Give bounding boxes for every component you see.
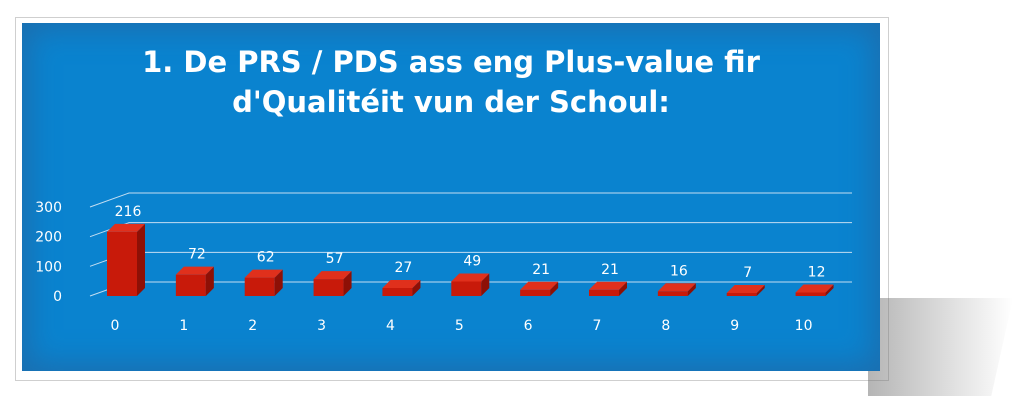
data-label: 7 xyxy=(743,265,752,281)
gridline xyxy=(89,192,852,208)
data-label: 216 xyxy=(115,204,142,220)
data-label: 62 xyxy=(257,250,275,266)
bar xyxy=(795,284,834,296)
gridline xyxy=(89,222,852,238)
bar xyxy=(657,283,696,296)
chart-panel xyxy=(22,23,880,371)
data-label: 27 xyxy=(395,260,413,276)
data-label: 21 xyxy=(601,262,619,278)
bar xyxy=(175,266,214,296)
drop-shadow xyxy=(868,298,1013,396)
x-tick-label: 2 xyxy=(248,318,257,334)
chart-title-line-1: 1. De PRS / PDS ass eng Plus-value fir xyxy=(142,45,760,79)
x-tick-label: 0 xyxy=(111,318,120,334)
bar xyxy=(589,281,627,296)
bars xyxy=(107,223,834,296)
x-tick-label: 4 xyxy=(386,318,395,334)
data-labels: 216 72 62 57 27 49 21 21 16 7 12 xyxy=(115,204,826,281)
y-tick-label: 0 xyxy=(53,289,62,305)
x-tick-label: 5 xyxy=(455,318,464,334)
bar xyxy=(244,269,283,296)
y-tick-label: 100 xyxy=(35,259,62,275)
x-tick-label: 9 xyxy=(730,318,739,334)
x-tick-label: 6 xyxy=(524,318,533,334)
data-label: 57 xyxy=(326,251,344,267)
chart-title-line-2: d'Qualitéit vun der Schoul: xyxy=(232,85,670,119)
x-tick-label: 10 xyxy=(795,318,813,334)
data-label: 72 xyxy=(188,247,206,263)
x-tick-label: 8 xyxy=(661,318,670,334)
bar xyxy=(382,279,421,296)
data-label: 12 xyxy=(808,264,826,280)
x-tick-label: 3 xyxy=(317,318,326,334)
data-label: 16 xyxy=(670,263,688,279)
bar xyxy=(313,271,352,296)
bar xyxy=(520,281,559,296)
chart-title: 1. De PRS / PDS ass eng Plus-value fir d… xyxy=(22,42,880,122)
data-label: 49 xyxy=(463,253,481,269)
data-label: 21 xyxy=(532,262,550,278)
bar xyxy=(451,273,490,296)
x-axis-ticks: 0 1 2 3 4 5 6 7 8 9 10 xyxy=(111,318,813,334)
bar xyxy=(726,285,765,296)
y-tick-label: 300 xyxy=(35,200,62,216)
x-tick-label: 7 xyxy=(593,318,602,334)
y-tick-label: 200 xyxy=(35,230,62,246)
y-axis-ticks: 0 100 200 300 xyxy=(35,200,62,305)
x-tick-label: 1 xyxy=(179,318,188,334)
bar xyxy=(107,223,145,296)
